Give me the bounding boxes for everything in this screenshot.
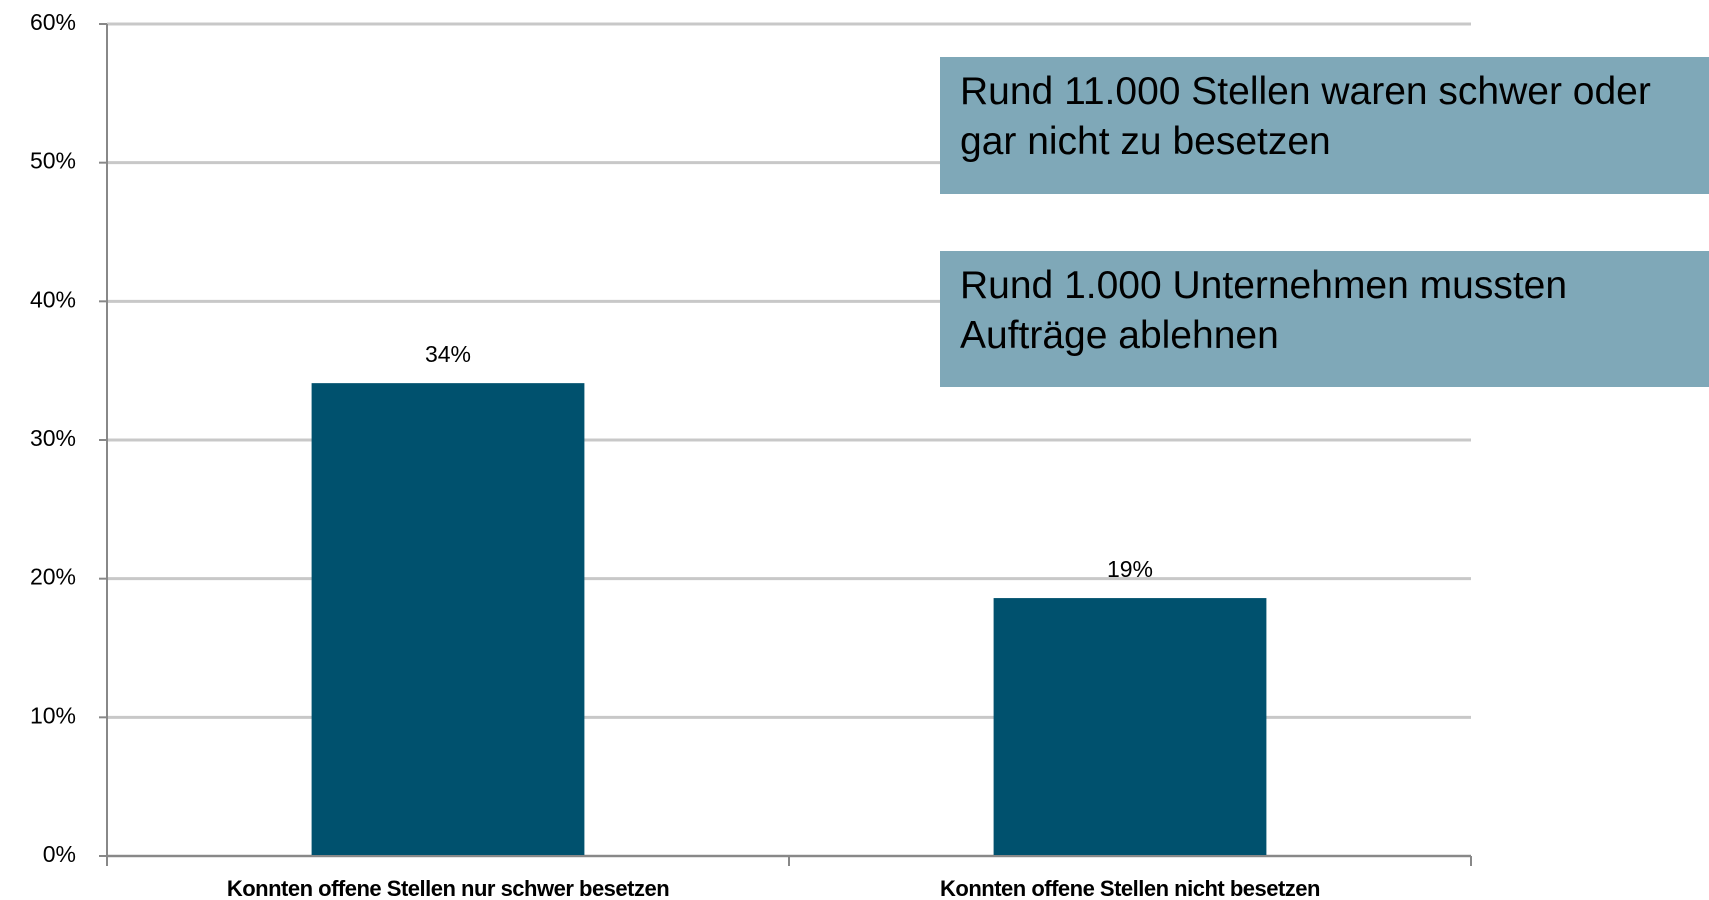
- y-tick-label: 0%: [43, 841, 76, 867]
- y-tick-label: 60%: [30, 9, 76, 35]
- y-tick-label: 40%: [30, 286, 76, 312]
- value-label: 19%: [1107, 556, 1153, 582]
- annotation-box: Rund 1.000 Unternehmen mussten Aufträge …: [940, 251, 1709, 387]
- x-tick-label: Konnten offene Stellen nicht besetzen: [940, 876, 1320, 900]
- y-tick-label: 20%: [30, 564, 76, 590]
- annotation-box: Rund 11.000 Stellen waren schwer oder ga…: [940, 57, 1709, 194]
- x-tick-label: Konnten offene Stellen nur schwer besetz…: [227, 876, 669, 900]
- bar: [311, 383, 585, 856]
- y-tick-label: 30%: [30, 425, 76, 451]
- value-label: 34%: [425, 341, 471, 367]
- bar: [993, 598, 1267, 856]
- y-tick-label: 10%: [30, 702, 76, 728]
- y-tick-label: 50%: [30, 148, 76, 174]
